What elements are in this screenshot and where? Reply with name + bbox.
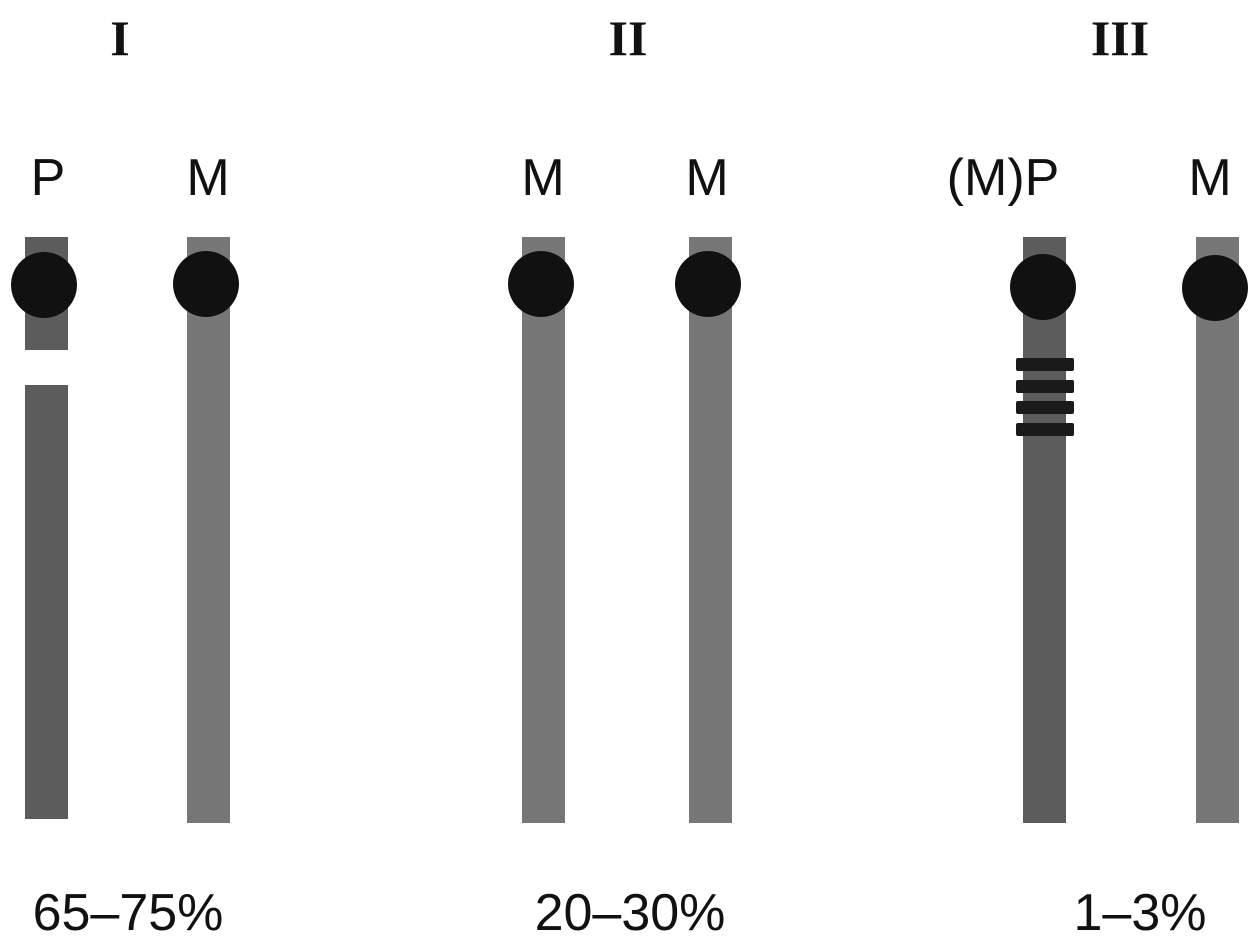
chromosome-arm-lower xyxy=(25,385,68,819)
maternal-chromosome xyxy=(522,237,565,823)
imprinting-band xyxy=(1016,401,1074,414)
panel-numeral: I xyxy=(110,10,130,66)
centromere xyxy=(1010,254,1076,320)
chromosome-label: M xyxy=(186,149,230,207)
imprinting-band xyxy=(1016,423,1074,436)
imprinting-band xyxy=(1016,358,1074,371)
centromere xyxy=(173,251,239,317)
chromosome-label: (M)P xyxy=(946,149,1060,207)
chromosome-arm xyxy=(522,237,565,823)
chromosome-label: P xyxy=(30,149,66,207)
frequency-label: 1–3% xyxy=(1073,884,1207,942)
chromosome-arm xyxy=(689,237,732,823)
frequency-label: 65–75% xyxy=(32,884,224,942)
centromere xyxy=(11,252,77,318)
maternal-chromosome xyxy=(1196,237,1239,823)
centromere xyxy=(675,251,741,317)
centromere xyxy=(508,251,574,317)
maternal-chromosome xyxy=(689,237,732,823)
maternal-chromosome xyxy=(187,237,230,823)
centromere xyxy=(1182,255,1248,321)
imprinting-band xyxy=(1016,380,1074,393)
panel-numeral: II xyxy=(608,10,648,66)
frequency-label: 20–30% xyxy=(534,884,726,942)
panel-numeral: III xyxy=(1090,10,1150,66)
chromosome-label: M xyxy=(1188,149,1232,207)
chromosome-arm xyxy=(1196,237,1239,823)
chromosome-label: M xyxy=(521,149,565,207)
paternal-chromosome-imprinting xyxy=(1023,237,1066,823)
chromosome-arm xyxy=(187,237,230,823)
chromosome-arm xyxy=(1023,237,1066,823)
chromosome-label: M xyxy=(685,149,729,207)
paternal-chromosome-deleted xyxy=(25,237,68,819)
